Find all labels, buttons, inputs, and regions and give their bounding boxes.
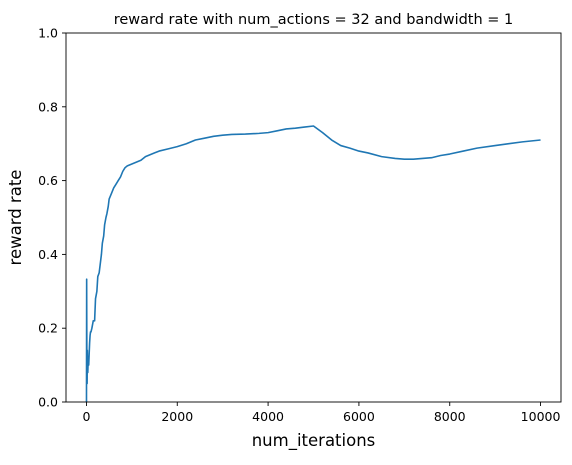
- x-tick-label-1: 2000: [161, 409, 193, 424]
- x-axis-label: num_iterations: [252, 431, 376, 451]
- series-line-0: [85, 125, 541, 403]
- x-tick-label-5: 10000: [521, 409, 561, 424]
- axes: 0 2000 4000 6000 8000 10000 0.0 0.2 0.4 0.6 0.8 1.0: [38, 26, 562, 424]
- y-tick-label-4: 0.8: [38, 99, 58, 114]
- y-axis-label: reward rate: [6, 170, 25, 266]
- y-tick-label-0: 0.0: [38, 395, 58, 410]
- y-tick-label-3: 0.6: [38, 173, 58, 188]
- y-tick-label-2: 0.4: [38, 247, 58, 262]
- chart-title: reward rate with num_actions = 32 and ba…: [114, 12, 514, 28]
- x-tick-label-0: 0: [82, 409, 90, 424]
- x-tick-label-3: 6000: [343, 409, 375, 424]
- axes-frame: [65, 32, 562, 403]
- x-tick-label-2: 4000: [252, 409, 284, 424]
- y-tick-label-1: 0.2: [38, 321, 58, 336]
- x-tick-label-4: 8000: [434, 409, 466, 424]
- y-tick-label-5: 1.0: [38, 26, 58, 41]
- plot-area: [85, 125, 541, 403]
